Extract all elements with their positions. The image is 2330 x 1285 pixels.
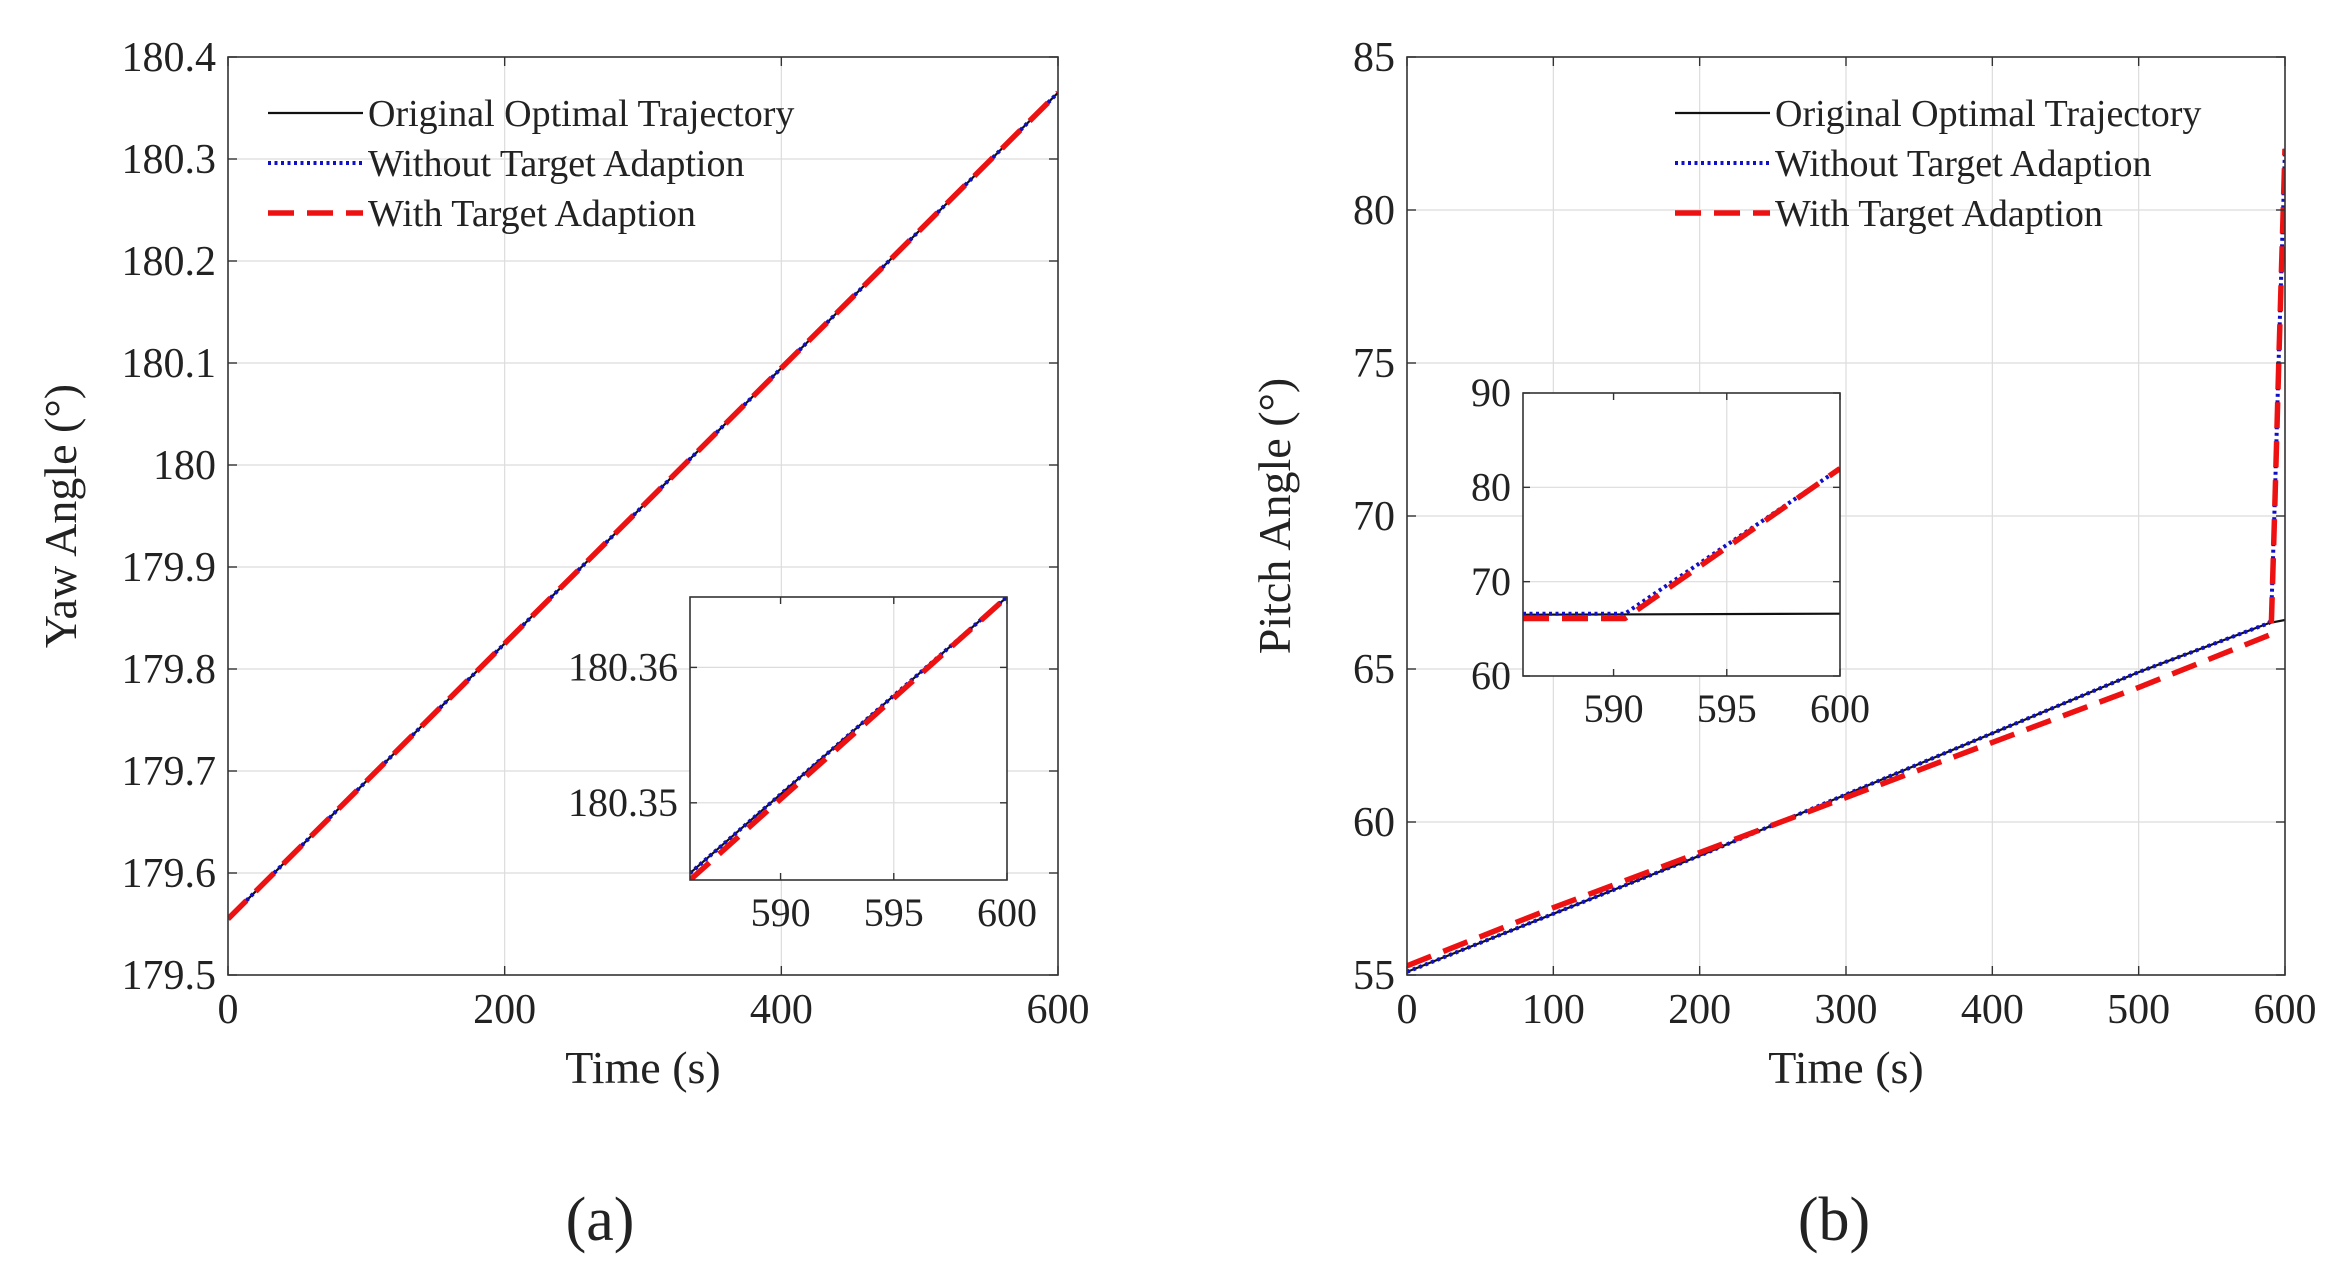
pitch-inset-ytick-label: 80 [1471,465,1511,510]
yaw-main-xtick-label: 400 [750,987,813,1033]
pitch-main-xtick-label: 500 [2107,987,2170,1033]
pitch-main-ytick-label: 60 [1353,800,1395,846]
pitch-main-ytick-label: 80 [1353,188,1395,234]
pitch-main-xtick-label: 0 [1397,987,1418,1033]
yaw-main-ytick-label: 180.2 [122,239,217,285]
pitch-main-xtick-label: 200 [1668,987,1731,1033]
yaw-main-ytick-label: 179.5 [122,953,217,999]
yaw-main-ytick-label: 180.4 [122,35,217,81]
pitch-ylabel: Pitch Angle (°) [1249,378,1300,654]
panel-a-label: (a) [566,1186,635,1254]
yaw-main-ytick-label: 180.3 [122,137,217,183]
yaw-inset-series-group [690,597,1007,880]
panel-b-label: (b) [1798,1186,1870,1254]
yaw-main-xtick-label: 200 [473,987,536,1033]
yaw-main-ytick-label: 180 [153,443,216,489]
yaw-ylabel: Yaw Angle (°) [35,384,86,648]
yaw-inset-xtick-label: 590 [751,890,811,935]
pitch-inset-line-dashed [1523,466,1840,622]
pitch-inset-xtick-label: 600 [1810,686,1870,731]
pitch-legend-label: With Target Adaption [1775,193,2103,235]
pitch-legend-label: Original Optimal Trajectory [1775,93,2201,135]
pitch-inset-xtick-label: 595 [1697,686,1757,731]
yaw-inset-xtick-label: 595 [864,890,924,935]
pitch-inset-ytick-label: 90 [1471,370,1511,415]
pitch-main-xtick-label: 400 [1961,987,2024,1033]
yaw-main-series-group [228,90,1058,921]
pitch-inset-ytick-label: 60 [1471,653,1511,698]
yaw-main-frame [227,56,1059,976]
yaw-main-axes: 0 200 400 600 179.5 179.6 179.7 179.8 179.9 180 18… [122,35,1090,1033]
yaw-inset-ytick-label: 180.36 [568,645,678,690]
yaw-main-ytick-label: 179.8 [122,647,217,693]
pitch-main-xtick-label: 100 [1522,987,1585,1033]
yaw-legend-label: With Target Adaption [368,193,696,235]
yaw-main-ytick-label: 179.7 [122,749,217,795]
pitch-inset-xtick-label: 590 [1584,686,1644,731]
pitch-main-line-dashed [1407,148,2285,969]
pitch-inset-plot-area [1523,393,1840,676]
pitch-main-xtick-label: 300 [1815,987,1878,1033]
pitch-main-ytick-label: 85 [1353,35,1395,81]
pitch-main-ytick-label: 75 [1353,341,1395,387]
yaw-main-ytick-label: 179.6 [122,851,217,897]
yaw-inset-ytick-label: 180.35 [568,780,678,825]
pitch-inset-series-group [1523,466,1840,622]
pitch-main-ytick-label: 70 [1353,494,1395,540]
pitch-legend: Original Optimal Trajectory Without Targe… [1675,93,2201,235]
yaw-main-ytick-label: 180.1 [122,341,217,387]
yaw-main-ytick-label: 179.9 [122,545,217,591]
yaw-main-xtick-label: 0 [218,987,239,1033]
yaw-inset-xtick-label: 600 [977,890,1037,935]
pitch-main-ytick-label: 55 [1353,953,1395,999]
yaw-inset-line-dashed [690,597,1007,880]
yaw-inset-frame [689,596,1008,881]
yaw-legend: Original Optimal Trajectory Without Targe… [268,93,794,235]
pitch-main-xtick-label: 600 [2254,987,2317,1033]
pitch-inset-ytick-label: 70 [1471,559,1511,604]
pitch-inset-axes: 590 595 600 60 70 80 90 [1471,370,1870,731]
yaw-main-line-dashed [228,90,1058,921]
pitch-xlabel: Time (s) [1768,1042,1924,1093]
yaw-main-xtick-label: 600 [1027,987,1090,1033]
yaw-inset-axes: 590 595 600 180.35 180.36 [568,596,1037,935]
pitch-main-ytick-label: 65 [1353,647,1395,693]
yaw-xlabel: Time (s) [565,1042,721,1093]
pitch-legend-label: Without Target Adaption [1775,143,2151,185]
yaw-legend-label: Original Optimal Trajectory [368,93,794,135]
pitch-inset-frame [1522,392,1841,677]
yaw-legend-label: Without Target Adaption [368,143,744,185]
pitch-main-series-group [1407,148,2285,974]
